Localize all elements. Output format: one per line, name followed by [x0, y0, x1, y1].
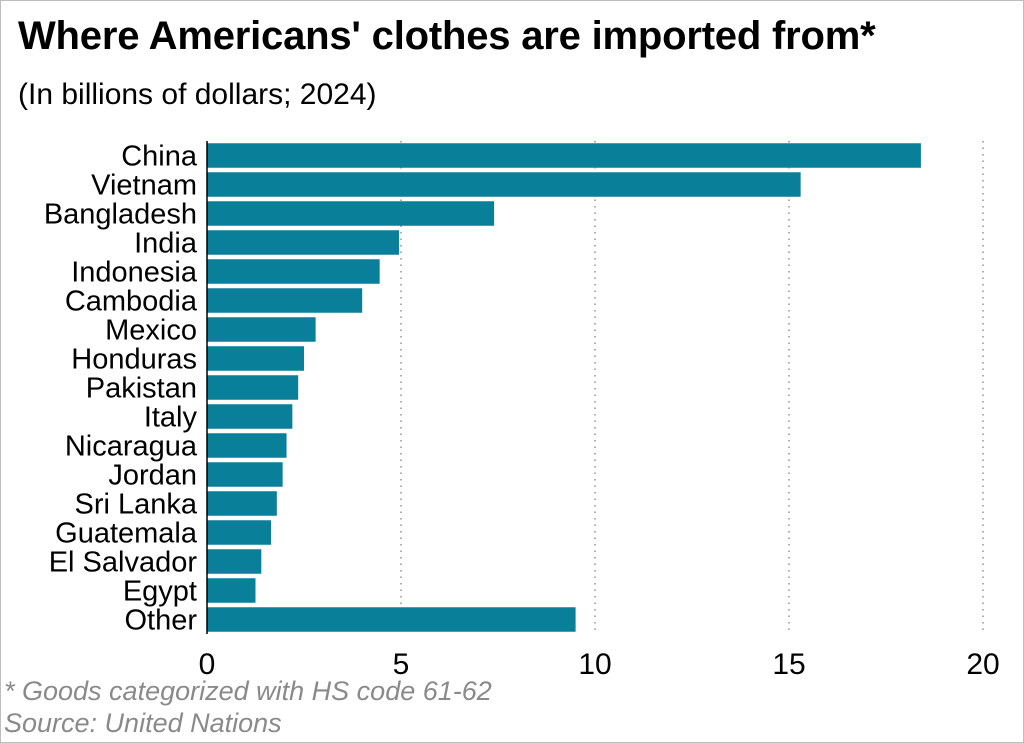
bar-vietnam	[207, 172, 801, 197]
bar-honduras	[207, 346, 304, 371]
bar-nicaragua	[207, 433, 287, 458]
category-label: Indonesia	[71, 257, 198, 289]
category-label: India	[134, 228, 198, 260]
bar-el-salvador	[207, 549, 262, 574]
bar-other	[207, 607, 576, 632]
category-label: El Salvador	[49, 547, 198, 579]
category-label: Jordan	[108, 460, 197, 492]
x-tick-labels: 0 5 10 15 20	[199, 648, 1000, 681]
category-label: Italy	[144, 402, 198, 434]
bar-egypt	[207, 578, 256, 603]
category-label: Vietnam	[91, 170, 197, 202]
chart-title: Where Americans' clothes are imported fr…	[18, 14, 876, 58]
category-label: Egypt	[123, 576, 197, 608]
gridlines	[400, 141, 984, 634]
category-label: Guatemala	[55, 518, 198, 550]
x-tick-label: 0	[199, 648, 216, 681]
category-label: Honduras	[71, 344, 197, 376]
x-tick-label: 5	[393, 648, 410, 681]
bar-jordan	[207, 462, 283, 487]
category-label: Bangladesh	[44, 199, 197, 231]
chart-subtitle: (In billions of dollars; 2024)	[18, 78, 377, 111]
x-tick-label: 20	[966, 648, 999, 681]
bar-pakistan	[207, 375, 299, 400]
category-label: Sri Lanka	[74, 489, 197, 521]
bar-italy	[207, 404, 293, 429]
x-tick-label: 10	[578, 648, 611, 681]
bar-sri-lanka	[207, 491, 277, 516]
bar-indonesia	[207, 259, 380, 284]
bar-mexico	[207, 317, 316, 342]
category-label: Cambodia	[65, 286, 198, 318]
category-label: Nicaragua	[65, 431, 198, 463]
bar-india	[207, 230, 400, 255]
x-tick-label: 15	[772, 648, 805, 681]
category-labels: ChinaVietnamBangladeshIndiaIndonesiaCamb…	[44, 141, 198, 637]
bar-bangladesh	[207, 201, 495, 226]
category-label: Other	[124, 605, 197, 637]
bars	[207, 143, 921, 632]
bar-cambodia	[207, 288, 363, 313]
category-label: Pakistan	[86, 373, 197, 405]
category-label: China	[121, 141, 198, 173]
source-note: Source: United Nations	[4, 708, 282, 738]
bar-china	[207, 143, 921, 168]
bar-guatemala	[207, 520, 272, 545]
footnote: * Goods categorized with HS code 61-62	[4, 676, 492, 706]
category-label: Mexico	[105, 315, 197, 347]
